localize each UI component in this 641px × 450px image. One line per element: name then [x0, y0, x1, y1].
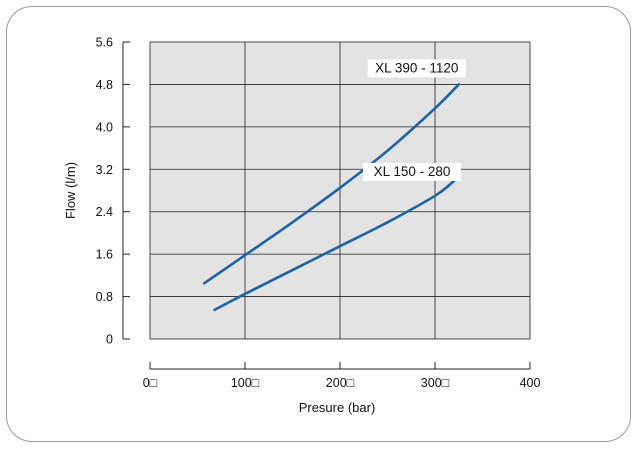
y-tick-label: 2.4: [96, 205, 113, 219]
y-axis-title: Flow (l/m): [63, 162, 78, 219]
x-tick-label: 100□: [231, 376, 260, 390]
series-line-1: [213, 179, 456, 312]
grid-lines: [150, 42, 530, 339]
y-tick-label: 1.6: [96, 248, 113, 262]
y-tick-label: 4.8: [96, 78, 113, 92]
y-tick-label: 4.0: [96, 120, 113, 134]
series-group: [202, 83, 461, 312]
y-tick-label: 5.6: [96, 36, 113, 50]
x-axis-title: Presure (bar): [299, 400, 376, 415]
x-tick-label: 400: [520, 376, 541, 390]
y-tick-label: 0: [106, 333, 113, 347]
series-label-1: XL 150 - 280: [374, 164, 451, 179]
series-labels: XL 390 - 1120 XL 150 - 280: [363, 59, 466, 181]
series-line-0: [202, 83, 461, 285]
y-tick-label: 0.8: [96, 290, 113, 304]
series-label-bg: [363, 162, 461, 181]
y-tick-label: 3.2: [96, 163, 113, 177]
x-tick-label: 200□: [326, 376, 355, 390]
x-tick-label: 0□: [143, 376, 158, 390]
x-tick-label: 300□: [421, 376, 450, 390]
series-label-0: XL 390 - 1120: [375, 60, 458, 75]
tick-marks: 0 0.8 1.6 2.4 3.2 4.0 4.8 5.6 0□ 100□ 200□ 300□ 400: [96, 36, 541, 391]
series-label-bg: [367, 59, 466, 78]
